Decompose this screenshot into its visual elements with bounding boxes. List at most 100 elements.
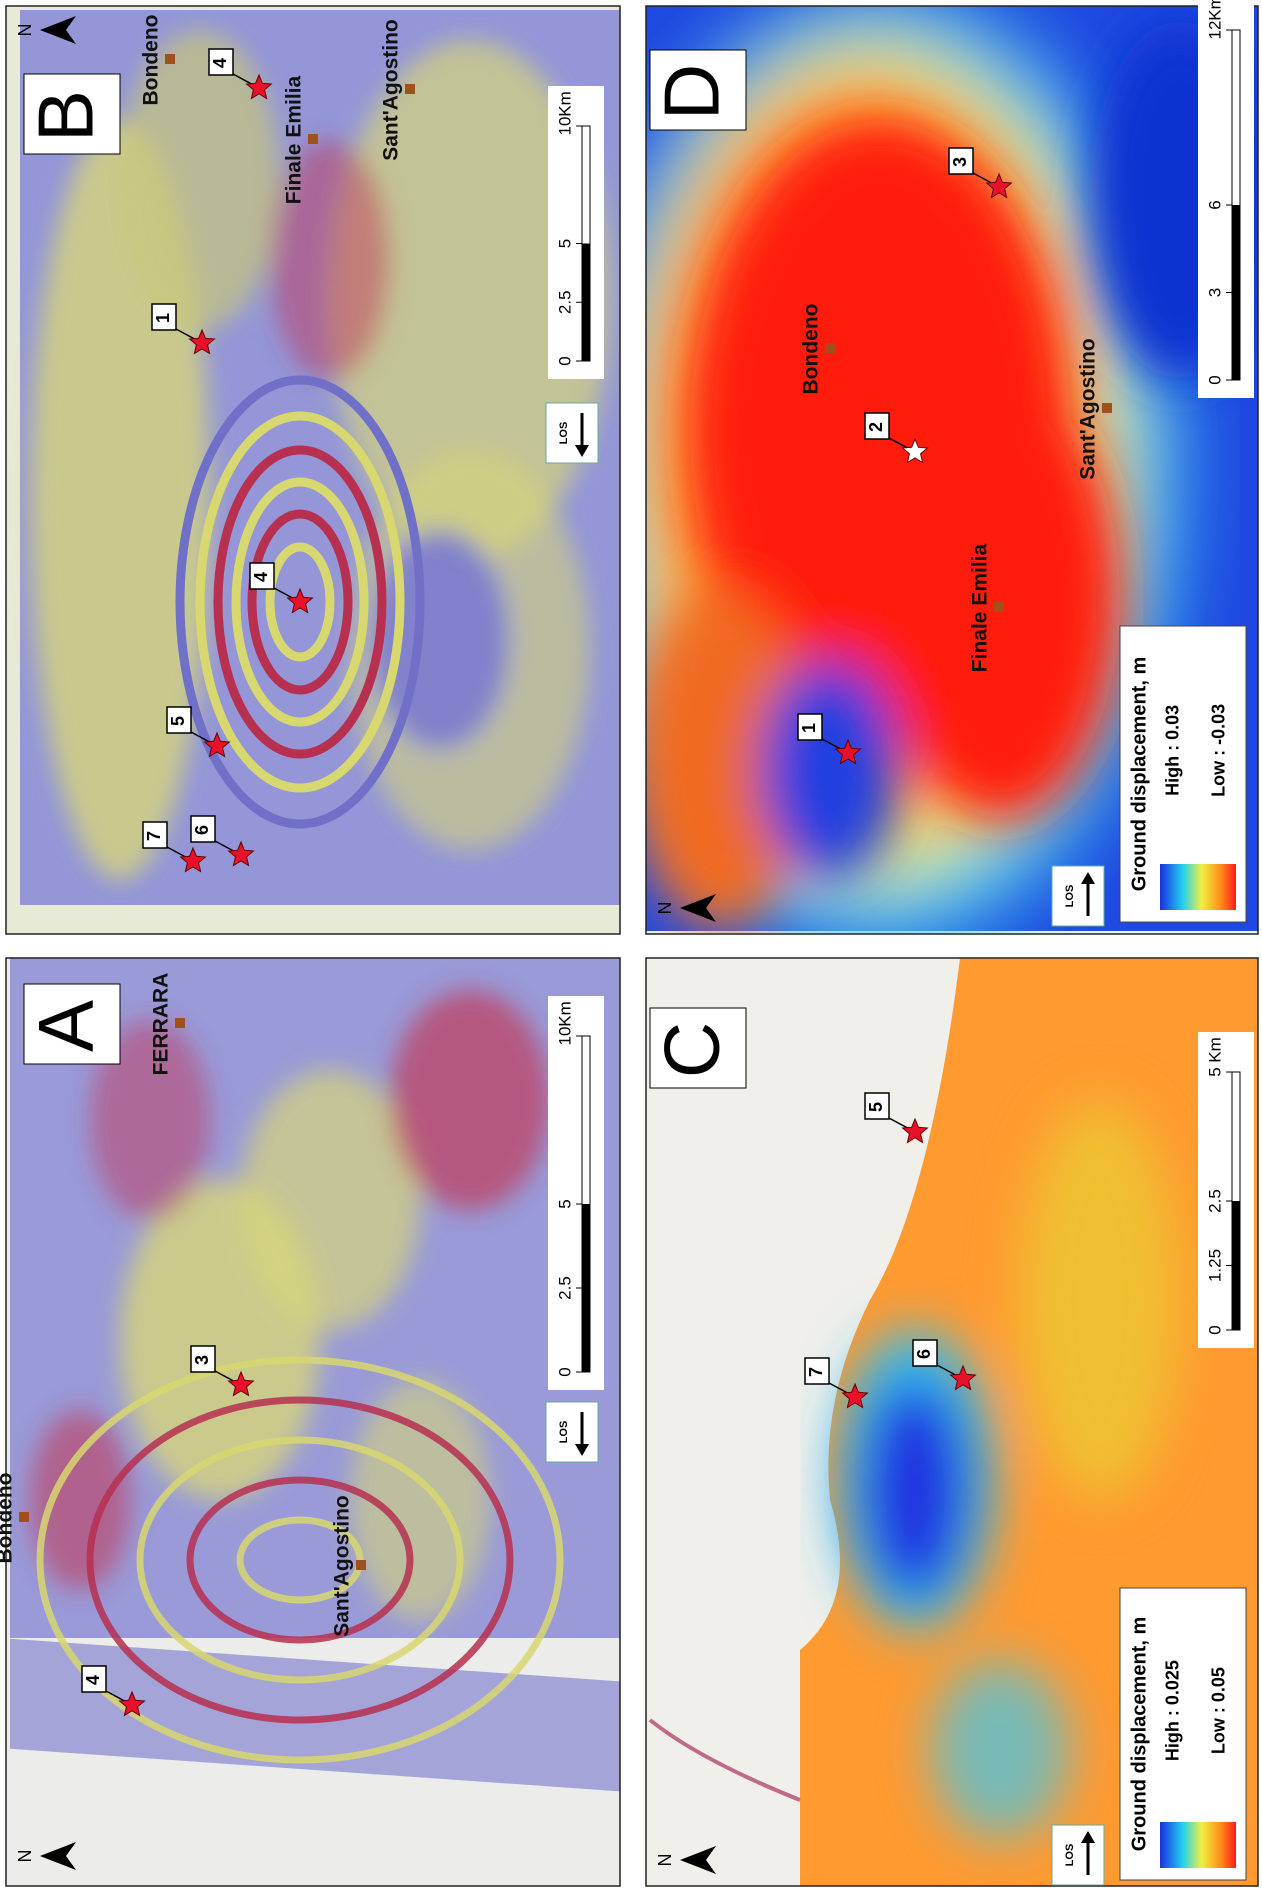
scale-bar-bg: [1198, 1032, 1254, 1348]
epicenter-star: [203, 731, 231, 758]
event-label: 1: [799, 723, 819, 733]
los-box: [1051, 865, 1105, 927]
panel-border: [5, 5, 621, 935]
panel-label: B: [22, 90, 110, 142]
legend-ramp: [1160, 1822, 1236, 1868]
event-label-box: [166, 706, 192, 734]
place-marker: [356, 1560, 366, 1570]
los-arrow-head: [1081, 872, 1095, 884]
event-label: 6: [914, 1349, 934, 1359]
scale-bar-fill: [1232, 1201, 1240, 1330]
panel-border: [645, 957, 1259, 1887]
scale-tick-label: 5: [555, 1199, 574, 1208]
epicenter-star: [286, 587, 314, 614]
los-arrow-head: [575, 1444, 589, 1456]
event-label: 4: [210, 58, 230, 68]
event-label-box: [912, 1339, 938, 1367]
scale-unit: Km: [1205, 1037, 1224, 1063]
panel-d-map: [646, 6, 1258, 934]
panel-label: C: [648, 1022, 736, 1078]
scale-tick-label: 5: [555, 239, 574, 248]
event-label: 4: [251, 572, 271, 582]
scale-tick-label: 10: [555, 117, 574, 136]
scale-unit: Km: [1205, 0, 1224, 21]
legend-title: Ground displacement, m: [1128, 1617, 1150, 1851]
north-arrow: [680, 894, 716, 922]
epicenter-star: [841, 1382, 869, 1409]
north-label: N: [15, 24, 35, 37]
legend-ramp: [1160, 864, 1236, 910]
scale-tick-label: 5: [1205, 1067, 1224, 1076]
event-label-box: [81, 1665, 107, 1693]
epicenter-star: [949, 1364, 977, 1391]
north-label: N: [655, 1854, 675, 1867]
legend-low: Low : -0.03: [1209, 704, 1229, 797]
place-marker: [19, 1512, 29, 1522]
event-label-box: [190, 1345, 216, 1373]
scale-bar-fill: [1232, 205, 1240, 380]
scale-tick-label: 10: [555, 1027, 574, 1046]
north-label: N: [655, 902, 675, 915]
legend-high: High : 0.03: [1163, 705, 1183, 796]
panel-border: [5, 957, 621, 1887]
scale-tick-label: 0: [1205, 375, 1224, 384]
los-label: LOS: [1064, 1844, 1076, 1867]
place-name: Bondeno: [800, 304, 823, 395]
north-label: N: [15, 1850, 35, 1863]
event-label-box: [190, 815, 216, 843]
event-label: 1: [153, 313, 173, 323]
place-marker: [175, 1018, 185, 1028]
place-marker: [405, 84, 415, 94]
scale-tick-label: 0: [555, 356, 574, 365]
event-label-box: [948, 147, 974, 175]
legend-title: Ground displacement, m: [1128, 657, 1150, 891]
scale-tick-label: 0: [555, 1367, 574, 1376]
epicenter-star: [227, 840, 255, 867]
panel-label: D: [648, 64, 736, 120]
scale-unit: Km: [555, 91, 574, 117]
los-label: LOS: [558, 1421, 570, 1444]
event-label-box: [797, 713, 823, 741]
place-marker: [1102, 403, 1112, 413]
place-name: Sant'Agostino: [380, 19, 403, 160]
scale-tick-label: 2.5: [1205, 1189, 1224, 1213]
north-arrow: [40, 1842, 76, 1870]
event-label: 2: [866, 422, 886, 432]
los-box: [545, 402, 599, 464]
north-arrow: [680, 1846, 716, 1874]
panel-label-box: [649, 1007, 747, 1089]
epicenter-star: [227, 1370, 255, 1397]
panel-border: [645, 5, 1259, 935]
event-label: 3: [192, 1355, 212, 1365]
scale-bar-bg: [1198, 0, 1254, 398]
panel-a-map: [6, 958, 620, 1886]
place-name: Bondeno: [140, 15, 163, 106]
epicenter-star: [245, 73, 273, 100]
event-label: 5: [168, 716, 188, 726]
place-marker: [994, 602, 1004, 612]
los-label: LOS: [558, 422, 570, 445]
legend-low: Low : 0.05: [1209, 1667, 1229, 1754]
scale-bar-bg: [548, 996, 604, 1390]
north-arrow: [40, 16, 76, 44]
los-arrow-head: [1081, 1831, 1095, 1843]
epicenter-star: [985, 172, 1013, 199]
scale-bar-fill: [582, 243, 590, 361]
event-label: 7: [144, 831, 164, 841]
place-marker: [165, 54, 175, 64]
panel-label: A: [22, 1000, 110, 1052]
los-arrow-head: [575, 445, 589, 457]
place-name: Sant'Agostino: [331, 1495, 354, 1636]
place-name: Finale Emilia: [969, 543, 992, 672]
scale-tick-label: 1.25: [1205, 1249, 1224, 1282]
scale-tick-label: 3: [1205, 288, 1224, 297]
scale-tick-label: 6: [1205, 200, 1224, 209]
scale-tick-label: 2.5: [555, 1276, 574, 1300]
los-box: [1051, 1824, 1105, 1886]
event-label-box: [151, 303, 177, 331]
event-label-box: [864, 1092, 890, 1120]
place-marker: [825, 343, 835, 353]
event-label-box: [804, 1357, 830, 1385]
panel-b-map: [6, 6, 620, 934]
